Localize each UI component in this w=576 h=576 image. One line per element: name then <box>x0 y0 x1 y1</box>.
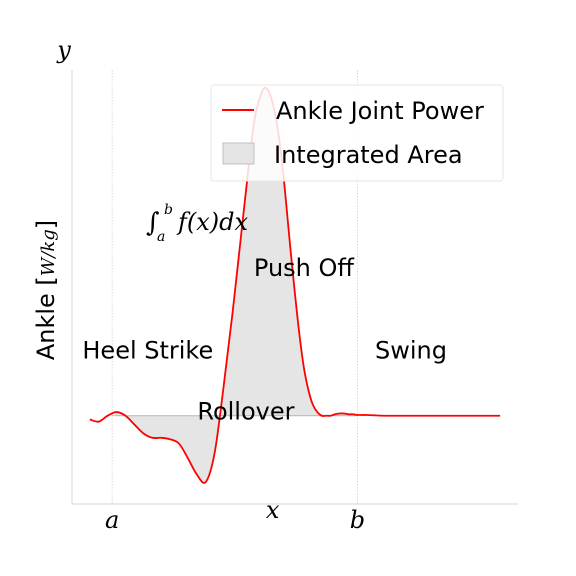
y-axis-label-prefix: Ankle <box>32 293 60 360</box>
x-tick-label-b: b <box>350 506 365 534</box>
integral-lower-limit: a <box>157 229 165 245</box>
annotation-rollover: Rollover <box>197 397 294 425</box>
x-tick-label-a: a <box>105 506 119 534</box>
y-axis-label: Ankle [W/kg] <box>32 220 60 360</box>
integrand: f(x)dx <box>176 208 249 236</box>
legend-label-integrated-area: Integrated Area <box>274 141 463 169</box>
integral-formula: ∫ b a f(x)dx <box>146 202 249 245</box>
annotation-swing: Swing <box>375 336 447 364</box>
annotation-push-off: Push Off <box>254 254 354 282</box>
legend: Ankle Joint Power Integrated Area <box>211 85 503 181</box>
integral-upper-limit: b <box>164 202 173 218</box>
y-axis-label-unit: W/kg <box>38 229 59 276</box>
legend-area-swatch <box>223 143 254 164</box>
corner-axis-label: y <box>56 36 71 64</box>
legend-label-ankle-power: Ankle Joint Power <box>276 97 484 125</box>
x-tick-label-x: x <box>266 496 280 524</box>
annotation-heel-strike: Heel Strike <box>82 336 213 364</box>
